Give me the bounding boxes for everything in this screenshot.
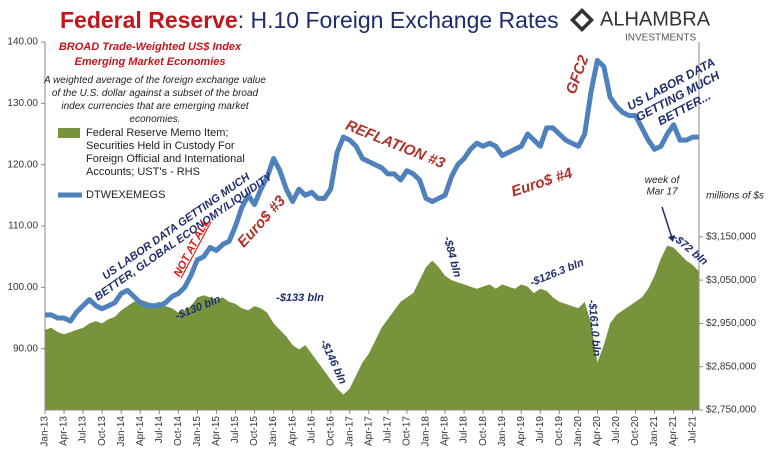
x-tick-label: Jul-21 <box>687 416 698 444</box>
x-tick-label: Oct-19 <box>554 416 565 446</box>
annotation-text: -$133 bln <box>276 292 324 304</box>
line <box>45 57 699 324</box>
annotation: REFLATION #3 <box>343 117 448 173</box>
annotation: Euro$ #4 <box>509 164 575 200</box>
x-tick-label: Jan-21 <box>649 416 660 447</box>
x-tick-label: Apr-20 <box>592 416 603 446</box>
x-tick-label: Apr-18 <box>440 416 451 446</box>
legend-label: DTWEXEMEGS <box>86 189 166 201</box>
annotation-text: week of <box>645 175 681 186</box>
y-tick-label: 120.00 <box>7 159 38 170</box>
x-tick-label: Apr-19 <box>516 416 527 446</box>
y-tick-label: 90.00 <box>13 343 38 354</box>
title-rest: : H.10 Foreign Exchange Rates <box>238 7 559 33</box>
annotation: -$126.3 bln <box>528 257 585 290</box>
y2-tick-label: $2,750,000 <box>706 405 756 416</box>
x-tick-label: Oct-14 <box>173 416 184 446</box>
x-tick-label: Jan-20 <box>573 416 584 447</box>
x-tick-label: Jan-17 <box>344 416 355 447</box>
legend-swatch <box>58 128 80 138</box>
x-tick-label: Oct-16 <box>325 416 336 446</box>
y2-tick-label: $3,150,000 <box>706 231 756 242</box>
legend-label: Federal Reserve Memo Item; Securities He… <box>86 127 245 178</box>
y2-tick-label: $2,950,000 <box>706 318 756 329</box>
logo-sub: INVESTMENTS <box>625 33 696 44</box>
annotation-text: -$126.3 bln <box>528 257 585 290</box>
annotation: -$161.0 bln <box>586 299 603 357</box>
x-tick-label: Jul-15 <box>230 416 241 444</box>
chart-title: Federal Reserve: H.10 Foreign Exchange R… <box>60 7 559 33</box>
y2-label: millions of $s <box>706 191 764 202</box>
x-tick-label: Jan-19 <box>497 416 508 447</box>
logo-name: ALHAMBRA <box>600 8 711 30</box>
x-tick-label: Jul-16 <box>306 416 317 444</box>
area <box>45 245 699 410</box>
arrow <box>661 206 673 239</box>
y-tick-label: 140.00 <box>7 37 38 48</box>
x-tick-label: Oct-13 <box>97 416 108 446</box>
annotation-text: REFLATION #3 <box>343 117 448 173</box>
annotation: -$84 bln <box>441 235 463 279</box>
x-tick-label: Oct-15 <box>249 416 260 446</box>
y-tick-label: 110.00 <box>8 221 38 232</box>
x-tick-label: Jul-19 <box>535 416 546 444</box>
x-tick-label: Jan-13 <box>40 416 51 447</box>
x-tick-label: Apr-16 <box>287 416 298 446</box>
x-tick-label: Jan-18 <box>421 416 432 447</box>
subtitle: Emerging Market Economies <box>75 56 226 68</box>
annotation-text: -$161.0 bln <box>586 299 603 357</box>
x-tick-label: Jul-18 <box>459 416 470 444</box>
x-tick-label: Jul-17 <box>383 416 394 444</box>
x-tick-label: Apr-13 <box>59 416 70 446</box>
x-tick-label: Jul-14 <box>154 416 165 444</box>
logo: ALHAMBRA INVESTMENTS <box>570 8 711 44</box>
annotation: -$133 bln <box>276 292 324 304</box>
x-tick-label: Jan-14 <box>116 416 127 447</box>
x-tick-label: Jul-13 <box>78 416 89 444</box>
description: A weighted average of the foreign exchan… <box>43 75 266 125</box>
x-tick-label: Oct-18 <box>478 416 489 446</box>
annotation: GFC2 <box>563 53 593 97</box>
x-tick-label: Oct-20 <box>630 416 641 446</box>
logo-icon <box>570 8 594 32</box>
y2-tick-label: $3,050,000 <box>706 275 756 286</box>
annotation-text: Mar 17 <box>646 186 678 197</box>
subtitle: BROAD Trade-Weighted US$ Index <box>59 41 242 53</box>
x-tick-label: Jul-20 <box>611 416 622 444</box>
annotation-text: GFC2 <box>563 53 593 97</box>
y-tick-label: 100.00 <box>7 282 38 293</box>
title-lead: Federal Reserve <box>60 7 238 33</box>
x-tick-label: Oct-17 <box>402 416 413 446</box>
annotation-text: Euro$ #4 <box>509 164 575 200</box>
annotation-text: -$84 bln <box>441 235 463 279</box>
x-tick-label: Apr-15 <box>211 416 222 446</box>
x-tick-label: Apr-17 <box>363 416 374 446</box>
arrow-head <box>668 235 675 242</box>
y2-tick-label: $2,850,000 <box>706 361 756 372</box>
x-tick-label: Apr-21 <box>668 416 679 446</box>
x-tick-label: Apr-14 <box>135 416 146 446</box>
y-tick-label: 130.00 <box>7 98 38 109</box>
x-tick-label: Jan-15 <box>192 416 203 447</box>
x-tick-label: Jan-16 <box>268 416 279 447</box>
